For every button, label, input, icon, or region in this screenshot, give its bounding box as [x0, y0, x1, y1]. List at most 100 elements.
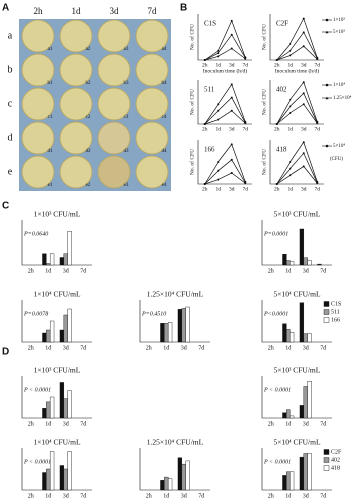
x-tick-label: 3d	[181, 345, 187, 351]
chart-title: 5×10⁴ CFU/mL	[273, 438, 320, 447]
plate	[97, 121, 131, 155]
line	[276, 31, 318, 61]
bar	[282, 412, 287, 419]
line	[204, 159, 246, 185]
x-tick-label: 3d	[301, 62, 307, 68]
x-tick-label: 2h	[146, 493, 152, 499]
legend-marker	[325, 83, 329, 87]
x-tick-label: 1d	[45, 493, 51, 499]
x-tick-label: 7d	[320, 268, 326, 274]
line	[276, 152, 318, 185]
x-tick-label: 7d	[320, 345, 326, 351]
legend-swatch	[323, 317, 330, 323]
legend-label: C2F	[331, 449, 342, 455]
point	[230, 47, 233, 50]
point	[302, 165, 305, 168]
axis	[139, 300, 210, 343]
point	[203, 123, 206, 125]
line	[276, 103, 318, 125]
bar	[282, 323, 287, 343]
plate-id: e2	[86, 183, 91, 188]
point	[302, 17, 305, 20]
line	[204, 97, 246, 125]
legend-label: 5×10⁴	[333, 143, 345, 149]
panel-label: B	[180, 3, 187, 14]
chart-title: 511	[204, 86, 215, 94]
plate	[135, 19, 169, 53]
bar	[286, 409, 291, 419]
legend-label: 1.25×10⁴	[333, 95, 352, 101]
column-label: 7d	[148, 6, 158, 16]
bar	[63, 398, 68, 419]
x-tick-label: 7d	[243, 126, 249, 132]
chart-title: 5×10³ CFU/mL	[274, 210, 321, 219]
x-tick-label: 2h	[202, 62, 208, 68]
plate	[21, 19, 55, 53]
bar	[46, 468, 51, 491]
point	[244, 120, 247, 123]
legend-swatch	[323, 301, 330, 307]
bar	[164, 323, 169, 343]
chart-title: 1×10³ CFU/mL	[34, 210, 81, 219]
legend-swatch	[323, 309, 330, 315]
y-axis-label: No. of CFU	[260, 149, 267, 175]
legend-label: 5×10³	[333, 29, 345, 35]
x-tick-label: 2h	[274, 126, 280, 132]
x-tick-label: 3d	[301, 126, 307, 132]
bar	[286, 260, 291, 266]
bar	[42, 332, 47, 343]
x-tick-label: 1d	[285, 493, 291, 499]
point	[230, 109, 233, 112]
axis	[197, 140, 252, 185]
x-tick-label: 3d	[63, 345, 69, 351]
axis	[261, 376, 332, 419]
x-tick-label: 3d	[63, 268, 69, 274]
chart-title: 5×10³ CFU/mL	[274, 366, 321, 375]
line	[276, 17, 318, 61]
x-tick-label: 3d	[303, 421, 309, 427]
point	[244, 56, 247, 59]
bar	[42, 408, 47, 419]
line	[204, 172, 246, 185]
plate-id: e4	[162, 183, 167, 188]
x-tick-label: 2h	[268, 493, 274, 499]
legend-label: 166	[331, 317, 340, 323]
axis	[269, 140, 324, 185]
point	[217, 169, 220, 172]
bar	[49, 451, 55, 491]
point	[217, 55, 220, 58]
bar	[317, 263, 322, 266]
point	[244, 180, 247, 183]
y-axis-label: No. of CFU	[188, 149, 195, 175]
axis	[269, 80, 324, 125]
x-tick-label: 7d	[198, 345, 204, 351]
axis	[261, 220, 332, 266]
point	[302, 81, 305, 84]
x-tick-label: 2h	[274, 186, 280, 192]
plate	[59, 19, 93, 53]
bar	[303, 386, 308, 419]
bar	[282, 475, 287, 491]
x-tick-label: 7d	[80, 421, 86, 427]
annotation: P=0.0078	[23, 311, 48, 317]
plate-id: e3	[124, 183, 129, 188]
line	[204, 48, 246, 61]
line	[204, 19, 246, 61]
point	[275, 183, 278, 185]
line	[204, 110, 246, 125]
x-tick-label: 1d	[285, 345, 291, 351]
plate	[97, 19, 131, 53]
bar	[164, 476, 169, 491]
x-tick-label: 3d	[63, 493, 69, 499]
plate	[97, 53, 131, 87]
bar	[185, 460, 190, 491]
plate	[135, 155, 169, 189]
plate-id: a3	[124, 47, 129, 52]
point	[217, 178, 220, 181]
bar	[160, 480, 165, 491]
x-tick-label: 1d	[163, 345, 169, 351]
x-tick-label: 7d	[315, 126, 321, 132]
x-tick-label: 3d	[303, 268, 309, 274]
x-tick-label: 2h	[268, 268, 274, 274]
point	[289, 112, 292, 114]
